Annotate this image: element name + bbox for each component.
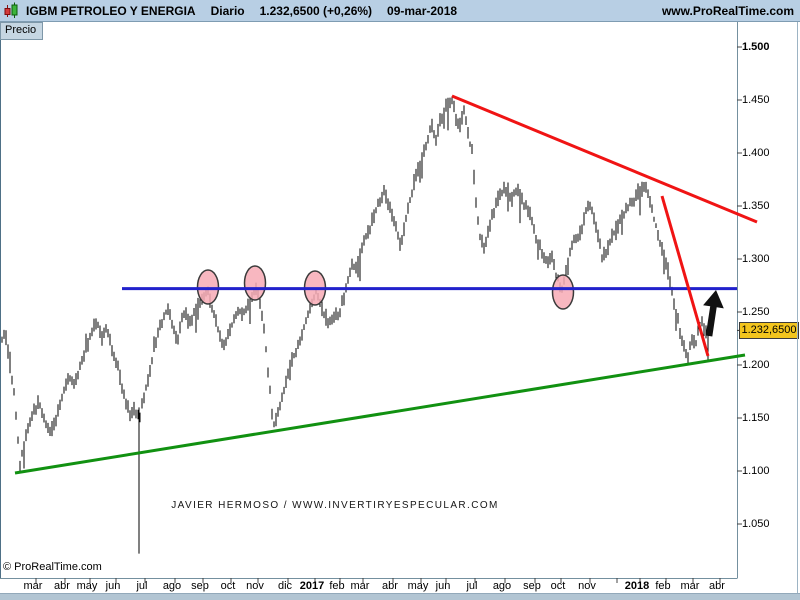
date-label: 09-mar-2018 (387, 3, 458, 18)
y-axis-strip[interactable] (737, 22, 797, 578)
x-axis-label: ago (492, 580, 512, 592)
x-axis-label: mar (350, 580, 370, 592)
x-axis-label: jul (136, 580, 148, 592)
x-axis-label: may (76, 580, 98, 592)
x-axis-label: feb (329, 580, 345, 592)
y-axis-label: 1.200 (742, 358, 770, 371)
chart-canvas[interactable] (0, 22, 737, 578)
x-axis-label: 2017 (299, 580, 325, 592)
horizontal-scrollbar[interactable] (0, 593, 800, 600)
watermark-text: JAVIER HERMOSO / WWW.INVERTIRYESPECULAR.… (171, 500, 499, 511)
x-axis-label: abr (382, 580, 398, 592)
quote-label: 1.232,6500 (+0,26%) (259, 3, 373, 18)
last-price-marker: 1.232,6500 (739, 322, 799, 339)
timeframe-label: Diario (210, 3, 245, 18)
x-axis-label: nov (578, 580, 596, 592)
x-axis-label: 2018 (624, 580, 650, 592)
y-axis-label: 1.500 (742, 40, 770, 53)
x-axis-label: jun (435, 580, 451, 592)
x-axis-label: feb (655, 580, 671, 592)
x-axis-label: jun (105, 580, 121, 592)
x-axis-label: jul (466, 580, 478, 592)
x-axis-label: mar (23, 580, 43, 592)
copyright-label: © ProRealTime.com (3, 561, 102, 573)
x-axis-label: nov (246, 580, 264, 592)
x-axis-label: sep (523, 580, 541, 592)
x-axis-label: oct (220, 580, 236, 592)
x-axis-label: dic (277, 580, 293, 592)
x-axis-label: may (407, 580, 429, 592)
x-axis-label: oct (550, 580, 566, 592)
y-axis-label: 1.300 (742, 252, 770, 265)
x-axis-label: abr (54, 580, 70, 592)
y-axis-label: 1.050 (742, 517, 770, 530)
x-axis-label: sep (191, 580, 209, 592)
tab-precio[interactable]: Precio (0, 22, 44, 40)
candlestick-icon (4, 2, 20, 19)
y-axis-label: 1.150 (742, 411, 770, 424)
y-axis-label: 1.250 (742, 305, 770, 318)
axis-edge-divider (797, 22, 798, 593)
header-bar: IGBM PETROLEO Y ENERGIA Diario 1.232,650… (0, 0, 800, 22)
x-axis-label: mar (680, 580, 700, 592)
x-axis-strip[interactable] (0, 578, 737, 593)
x-axis-label: abr (709, 580, 725, 592)
prorealtime-site-label: www.ProRealTime.com (661, 3, 794, 18)
instrument-name: IGBM PETROLEO Y ENERGIA (26, 3, 196, 18)
x-axis-label: ago (162, 580, 182, 592)
y-axis-label: 1.100 (742, 464, 770, 477)
